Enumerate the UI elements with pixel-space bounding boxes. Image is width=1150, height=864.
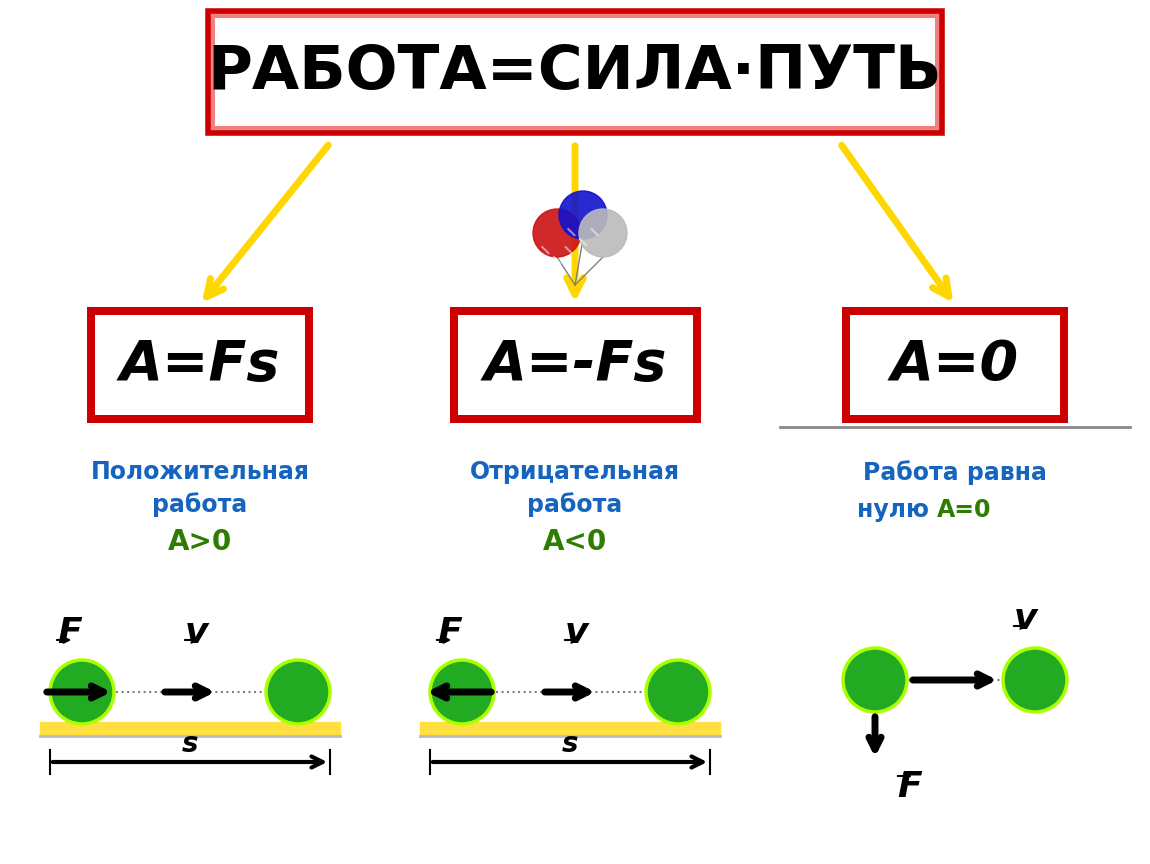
Text: s: s	[561, 730, 578, 758]
FancyBboxPatch shape	[215, 18, 935, 126]
FancyBboxPatch shape	[208, 11, 942, 133]
Text: A=-Fs: A=-Fs	[483, 338, 667, 392]
Text: РАБОТА=СИЛА·ПУТЬ: РАБОТА=СИЛА·ПУТЬ	[208, 42, 942, 101]
Text: v: v	[184, 616, 208, 650]
Circle shape	[843, 648, 907, 712]
Text: Работа равна: Работа равна	[862, 460, 1046, 485]
Circle shape	[578, 209, 627, 257]
FancyBboxPatch shape	[450, 307, 700, 423]
Circle shape	[266, 660, 330, 724]
FancyBboxPatch shape	[95, 315, 305, 415]
FancyBboxPatch shape	[87, 307, 313, 423]
FancyBboxPatch shape	[842, 307, 1068, 423]
Text: F: F	[58, 616, 83, 650]
Circle shape	[430, 660, 494, 724]
Text: F: F	[438, 616, 462, 650]
Text: A<0: A<0	[543, 528, 607, 556]
Circle shape	[49, 660, 114, 724]
Text: Положительная
работа: Положительная работа	[91, 460, 309, 517]
Text: A=Fs: A=Fs	[120, 338, 281, 392]
Circle shape	[532, 209, 581, 257]
Text: F: F	[897, 770, 921, 804]
Text: A>0: A>0	[168, 528, 232, 556]
Text: A=0: A=0	[937, 498, 991, 522]
FancyBboxPatch shape	[458, 315, 692, 415]
Circle shape	[646, 660, 710, 724]
Text: s: s	[182, 730, 198, 758]
Text: Отрицательная
работа: Отрицательная работа	[470, 460, 680, 517]
Circle shape	[1003, 648, 1067, 712]
Text: A=0: A=0	[891, 338, 1019, 392]
FancyBboxPatch shape	[850, 315, 1060, 415]
Text: нулю: нулю	[857, 498, 937, 522]
Circle shape	[559, 191, 607, 239]
Text: v: v	[1013, 602, 1037, 636]
Text: v: v	[565, 616, 588, 650]
